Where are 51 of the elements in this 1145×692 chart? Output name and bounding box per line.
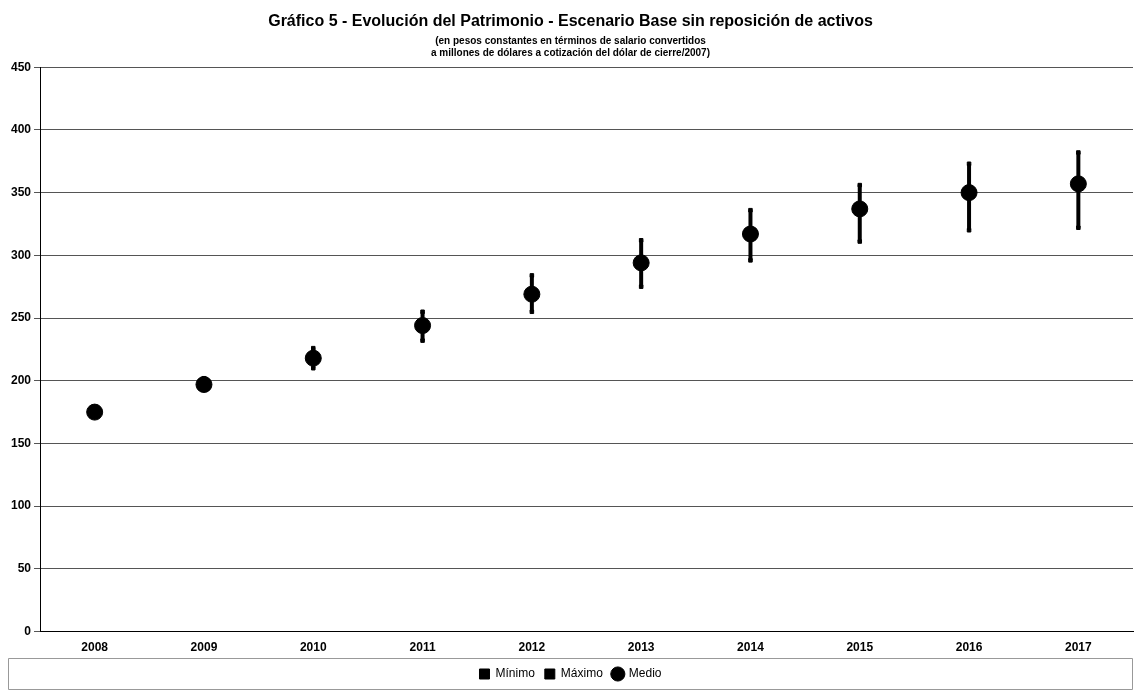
x-tick-label: 2013	[627, 640, 655, 655]
point	[638, 238, 644, 243]
point	[420, 338, 425, 343]
y-tick-label: 300	[10, 247, 32, 262]
y-tick-label: 200	[10, 373, 32, 388]
point	[960, 184, 978, 202]
point	[748, 207, 753, 213]
point	[420, 309, 425, 315]
point	[311, 365, 316, 371]
point	[638, 284, 644, 289]
y-tick-label: 150	[10, 435, 32, 450]
x-tick-label: 2015	[846, 640, 874, 655]
point	[857, 239, 863, 244]
point	[414, 317, 432, 335]
point	[632, 254, 650, 272]
x-tick-label: 2008	[81, 640, 109, 655]
chart-subtitle: (en pesos constantes en términos de salario convertidos a millones de dólares a cotización del dólar de cierre/2007)	[431, 34, 710, 58]
point	[851, 200, 869, 218]
legend-label: Medio	[628, 666, 662, 681]
point	[1069, 175, 1087, 193]
x-tick-label: 2011	[409, 640, 436, 655]
x-tick-label: 2014	[737, 640, 765, 655]
x-tick-label: 2010	[299, 640, 327, 655]
point	[195, 376, 213, 394]
y-tick-label: 100	[10, 498, 32, 513]
chart-title: Gráfico 5 - Evolución del Patrimonio - Escenario Base sin reposición de activos	[268, 12, 873, 30]
x-tick-label: 2009	[190, 640, 218, 655]
point	[741, 225, 759, 243]
point	[523, 285, 541, 303]
point	[529, 273, 535, 278]
point	[86, 403, 104, 421]
x-tick-label: 2017	[1065, 640, 1093, 655]
point	[748, 258, 753, 263]
legend-label: Máximo	[560, 666, 604, 681]
point	[1076, 225, 1081, 231]
point	[966, 227, 972, 233]
y-tick-label: 50	[17, 561, 32, 576]
y-tick-label: 400	[10, 122, 32, 137]
y-tick-label: 450	[10, 59, 32, 74]
x-tick-label: 2016	[955, 640, 983, 655]
y-tick-label: 250	[10, 310, 32, 325]
point	[1076, 150, 1081, 155]
point	[966, 161, 972, 167]
point	[857, 182, 863, 188]
y-tick-label: 350	[10, 184, 32, 199]
legend-label: Mínimo	[495, 666, 536, 681]
y-tick-label: 0	[24, 623, 32, 638]
point	[311, 345, 316, 351]
x-tick-label: 2012	[518, 640, 546, 655]
point	[529, 309, 535, 315]
point	[304, 349, 322, 367]
